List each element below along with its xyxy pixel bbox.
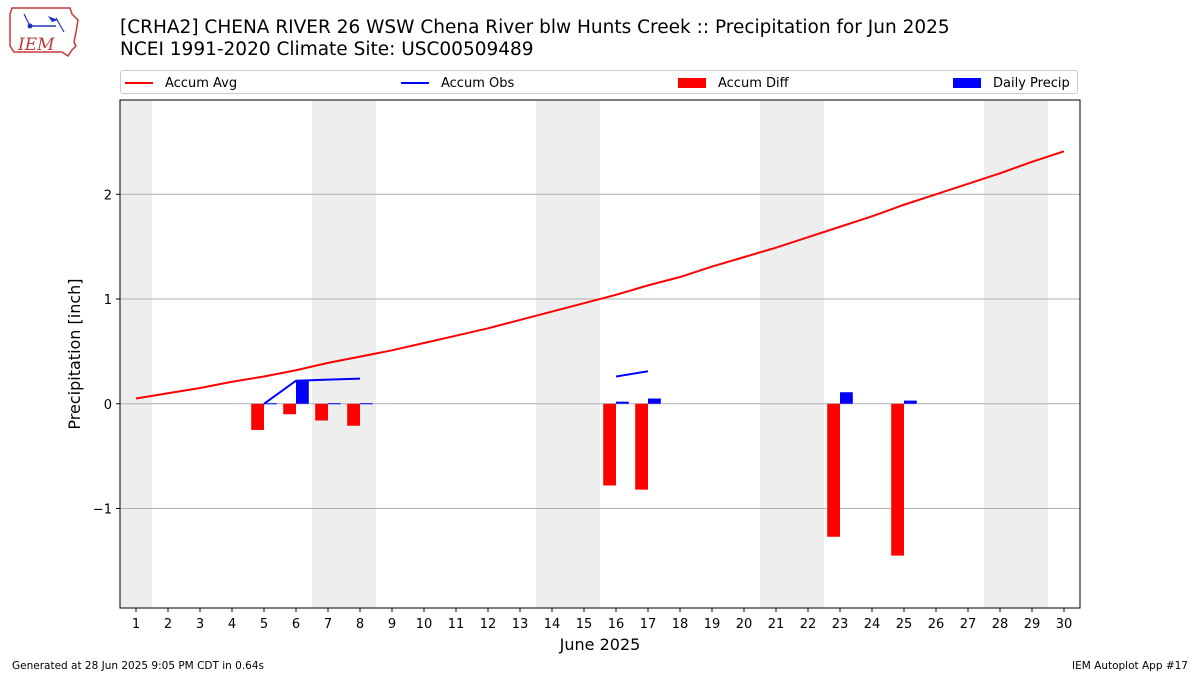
legend-swatch-accum-obs [401, 82, 429, 84]
y-tick-label: 0 [104, 398, 112, 413]
x-tick-label: 15 [576, 617, 593, 632]
daily-precip-bar [904, 400, 917, 404]
x-tick-label: 19 [704, 617, 721, 632]
x-tick-label: 20 [736, 617, 753, 632]
legend-label-daily-precip: Daily Precip [993, 75, 1070, 91]
x-tick-label: 11 [448, 617, 465, 632]
y-tick-label: 1 [104, 293, 112, 308]
weekend-band-0 [120, 100, 152, 608]
x-tick-label: 13 [512, 617, 529, 632]
accum-obs-line [263, 377, 361, 405]
legend-swatch-daily-precip [953, 78, 981, 88]
y-axis-label: Precipitation [inch] [65, 278, 84, 429]
chart-subtitle: NCEI 1991-2020 Climate Site: USC00509489 [120, 39, 534, 60]
accum-diff-bar [891, 403, 904, 556]
daily-precip-bar [328, 403, 341, 405]
x-tick-label: 5 [260, 617, 268, 632]
legend-item-daily-precip: Daily Precip [953, 71, 1070, 95]
weekend-band-4 [984, 100, 1048, 608]
accum-diff-bar [251, 403, 264, 430]
legend-swatch-accum-diff [678, 78, 706, 88]
x-tick-label: 22 [800, 617, 817, 632]
x-tick-label: 10 [416, 617, 433, 632]
legend: Accum Avg Accum Obs Accum Diff Daily Pre… [120, 70, 1078, 94]
daily-precip-bars [264, 380, 917, 405]
daily-precip-bar [360, 403, 373, 405]
plot-frame [119, 99, 1081, 609]
x-tick-label: 24 [864, 617, 881, 632]
x-tick-label: 30 [1056, 617, 1073, 632]
y-axis-ticks: −1 0 1 2 [93, 188, 120, 517]
iem-logo: IEM [9, 7, 79, 58]
legend-label-accum-obs: Accum Obs [441, 75, 515, 91]
y-tick-label: 2 [104, 188, 112, 203]
x-tick-label: 21 [768, 617, 785, 632]
x-tick-label: 6 [292, 617, 300, 632]
legend-label-accum-avg: Accum Avg [165, 75, 238, 91]
legend-item-accum-avg: Accum Avg [125, 71, 237, 95]
accum-obs-line [615, 370, 649, 378]
accum-diff-bar [635, 403, 648, 490]
daily-precip-bar [648, 398, 661, 404]
x-tick-label: 29 [1024, 617, 1041, 632]
weekend-band-2 [536, 100, 600, 608]
daily-precip-bar [616, 401, 629, 404]
accum-diff-bars [251, 403, 904, 556]
y-tick-label: −1 [93, 502, 112, 517]
x-tick-label: 4 [228, 617, 236, 632]
x-axis-label: June 2025 [559, 635, 641, 654]
accum-diff-bar [283, 403, 296, 415]
daily-precip-bar [264, 403, 277, 405]
x-tick-label: 27 [960, 617, 977, 632]
daily-precip-bar [840, 392, 853, 404]
legend-item-accum-obs: Accum Obs [401, 71, 514, 95]
x-tick-label: 28 [992, 617, 1009, 632]
accum-obs-line-group [263, 370, 649, 405]
logo-text: IEM [17, 35, 55, 55]
legend-swatch-accum-avg [125, 82, 153, 84]
legend-label-accum-diff: Accum Diff [718, 75, 789, 91]
x-tick-label: 18 [672, 617, 689, 632]
x-axis-ticks: 1 2 3 4 5 6 7 8 9 10 11 12 13 14 15 16 17 18 19 20 21 22 23 24 2… [132, 608, 1072, 632]
x-tick-label: 12 [480, 617, 497, 632]
x-tick-label: 7 [324, 617, 332, 632]
x-tick-label: 3 [196, 617, 204, 632]
weekend-band-1 [312, 100, 376, 608]
x-tick-label: 8 [356, 617, 364, 632]
legend-item-accum-diff: Accum Diff [678, 71, 789, 95]
daily-precip-bar [296, 380, 309, 404]
weekend-band-3 [760, 100, 824, 608]
x-tick-label: 25 [896, 617, 913, 632]
x-tick-label: 17 [640, 617, 657, 632]
accum-diff-bar [603, 403, 616, 486]
weekend-shading [120, 100, 1048, 608]
x-tick-label: 26 [928, 617, 945, 632]
accum-diff-bar [827, 403, 840, 537]
x-tick-label: 9 [388, 617, 396, 632]
accum-diff-bar [347, 403, 360, 426]
generated-timestamp: Generated at 28 Jun 2025 9:05 PM CDT in … [12, 660, 265, 672]
x-tick-label: 1 [132, 617, 140, 632]
x-tick-label: 2 [164, 617, 172, 632]
accum-diff-bar [315, 403, 328, 421]
accum-avg-line-group [135, 150, 1065, 400]
chart-title: [CRHA2] CHENA RIVER 26 WSW Chena River b… [120, 17, 950, 38]
x-tick-label: 16 [608, 617, 625, 632]
accum-avg-line [135, 150, 1065, 400]
x-tick-label: 23 [832, 617, 849, 632]
app-credit: IEM Autoplot App #17 [1072, 660, 1188, 672]
x-tick-label: 14 [544, 617, 561, 632]
